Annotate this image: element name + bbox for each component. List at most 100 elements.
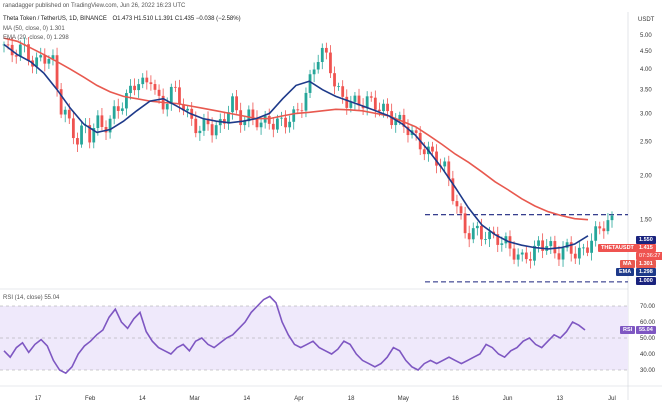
candle — [231, 93, 234, 120]
candle — [573, 246, 577, 264]
candle — [125, 89, 128, 116]
candle-body — [324, 47, 328, 53]
candle — [443, 157, 447, 173]
candle-body — [206, 118, 210, 125]
candle-body — [459, 206, 463, 214]
candle-body — [39, 55, 43, 58]
candle-body — [227, 112, 230, 124]
candle-body — [67, 109, 71, 119]
candle-body — [76, 138, 79, 145]
candle — [292, 106, 296, 130]
rsi-value-tag: 55.04 — [636, 326, 656, 334]
candle — [227, 105, 230, 130]
candle-body — [59, 89, 63, 115]
price-tick-label: 4.50 — [640, 49, 652, 55]
candle-body — [369, 96, 373, 98]
candle-body — [247, 109, 251, 122]
candle — [324, 42, 328, 60]
candle — [202, 113, 206, 136]
support-price-tag: 1.000 — [636, 277, 656, 285]
candle — [467, 225, 471, 248]
candle — [76, 132, 79, 153]
ema-tag-label: EMA — [616, 268, 635, 276]
candle-body — [173, 86, 177, 88]
time-tick-label: 14 — [243, 396, 250, 402]
candle — [169, 83, 173, 111]
candle-body — [251, 109, 255, 118]
candle-body — [153, 84, 157, 90]
candle-body — [312, 69, 316, 75]
candle — [394, 113, 398, 133]
candle — [112, 100, 116, 125]
candle-body — [378, 109, 381, 112]
candle-body — [296, 109, 300, 111]
candle — [271, 117, 275, 138]
time-tick-label: Jun — [503, 396, 513, 402]
candle-body — [194, 118, 198, 134]
price-tick-label: 2.50 — [640, 139, 652, 145]
candle-body — [186, 108, 190, 111]
candle-body — [484, 239, 487, 240]
candle — [145, 70, 149, 90]
candle-body — [443, 161, 447, 167]
candle — [308, 69, 312, 99]
candle — [161, 88, 165, 114]
candle — [565, 238, 569, 252]
candle-body — [394, 119, 398, 126]
candle-body — [590, 240, 593, 253]
candle — [63, 106, 67, 123]
rsi-tick-label: 30.00 — [640, 368, 656, 374]
candle — [316, 54, 320, 74]
candle — [333, 66, 336, 95]
candle — [533, 240, 536, 266]
time-tick-label: Mar — [189, 396, 199, 402]
candle-body — [496, 234, 500, 245]
candle-body — [214, 125, 218, 136]
candle — [484, 231, 487, 245]
candle-body — [63, 109, 67, 115]
candle-body — [382, 103, 385, 112]
rsi-tag-label: RSI — [620, 326, 636, 334]
candle — [602, 221, 606, 239]
candle-body — [349, 101, 353, 108]
candle-body — [88, 125, 92, 143]
candle-body — [231, 96, 234, 113]
candle — [100, 108, 104, 131]
candle-body — [329, 52, 332, 74]
candle-body — [333, 73, 336, 87]
ma-50-line — [3, 37, 589, 221]
candle — [463, 206, 467, 239]
ma-price-tag: 1.301 — [636, 260, 656, 268]
candle-body — [259, 122, 263, 128]
candle — [541, 233, 545, 259]
candle-body — [451, 178, 455, 202]
candle — [214, 121, 218, 140]
candle — [496, 226, 500, 253]
candle-body — [129, 85, 132, 94]
candle — [341, 80, 345, 104]
candle — [59, 82, 63, 119]
candle-body — [500, 243, 504, 245]
candle-body — [516, 254, 520, 260]
candle-body — [320, 47, 324, 62]
candle — [586, 240, 589, 257]
candle — [545, 239, 549, 255]
candle — [528, 251, 532, 269]
candle-body — [582, 247, 585, 249]
candle-body — [480, 225, 483, 240]
candle-body — [435, 151, 438, 166]
time-tick-label: 13 — [556, 396, 563, 402]
candle — [459, 203, 463, 220]
candle — [129, 79, 132, 100]
candle-body — [455, 201, 459, 207]
candle-body — [447, 161, 451, 179]
rsi-tick-label: 50.00 — [640, 336, 656, 342]
candle-body — [137, 84, 141, 91]
candle-body — [35, 57, 39, 67]
candle — [455, 194, 459, 214]
candle — [451, 170, 455, 205]
candle — [337, 82, 341, 91]
time-tick-label: Apr — [294, 396, 303, 402]
candle — [198, 125, 202, 141]
candle — [92, 123, 96, 149]
